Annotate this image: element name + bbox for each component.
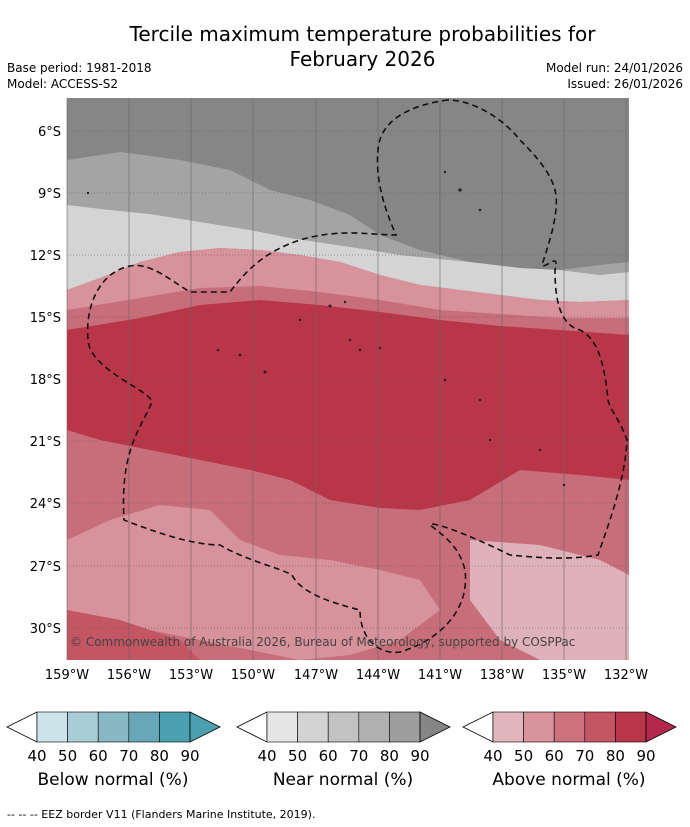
colorbar-tick-label: 40 [257,747,276,765]
colorbar-segment [584,711,616,743]
colorbar-tick-label: 90 [180,747,199,765]
meta-right: Model run: 24/01/2026 Issued: 26/01/2026 [546,60,683,92]
model-name: Model: ACCESS-S2 [7,77,119,91]
colorbar-segment [615,711,647,743]
above-normal-40-southeast [470,540,629,660]
colorbar-segment [327,711,360,743]
title-line-1: Tercile maximum temperature probabilitie… [129,22,596,46]
eez-border [86,99,628,654]
colorbar-tick-label: 50 [514,747,533,765]
copyright-notice: © Commonwealth of Australia 2026, Bureau… [70,635,575,649]
colorbar-near: 40 50 60 70 80 90 [236,711,451,765]
graticule [67,130,629,629]
legend-title-near: Near normal (%) [272,770,414,790]
issued-date: Issued: 26/01/2026 [567,77,683,91]
eez-footnote: -- -- -- EEZ border V11 (Flanders Marine… [7,808,316,821]
colorbar-segment [97,711,130,743]
base-period: Base period: 1981-2018 [7,61,152,75]
map-panel: © Commonwealth of Australia 2026, Bureau… [66,98,629,660]
lat-label: 24°S [30,497,61,512]
legends: 40 50 60 70 80 90 40 50 60 70 80 90 40 50 60 70 80 90 [6,711,677,765]
lat-label: 15°S [30,311,61,326]
colorbar-segment [389,711,421,743]
colorbar-tick-label: 50 [58,747,77,765]
lon-label: 135°W [542,668,586,683]
colorbar-min-arrow [6,711,38,743]
lon-label: 144°W [356,668,400,683]
legend-title-above: Above normal (%) [492,770,646,790]
longitude-labels: 159°W 156°W 153°W 150°W 147°W 144°W 141°… [45,668,648,683]
lon-label: 147°W [294,668,338,683]
colorbar-segment [358,711,390,743]
colorbar-max-arrow [189,711,221,743]
colorbar-tick-label: 60 [89,747,108,765]
above-normal-50-south [67,505,440,660]
lat-label: 30°S [30,622,61,637]
meta-left: Base period: 1981-2018 Model: ACCESS-S2 [7,60,152,92]
colorbar-tick-label: 40 [27,747,46,765]
colorbar-tick-label: 40 [483,747,502,765]
colorbar-below: 40 50 60 70 80 90 [6,711,221,765]
colorbar-tick-label: 90 [636,747,655,765]
colorbar-tick-label: 80 [606,747,625,765]
title-line-2: February 2026 [289,47,436,71]
lat-label: 18°S [30,373,61,388]
colorbar-tick-label: 80 [150,747,169,765]
near-normal-mid-region [67,152,629,275]
lon-label: 150°W [231,668,275,683]
lon-label: 138°W [480,668,524,683]
colorbar-segment [266,711,298,743]
lat-label: 6°S [38,125,61,140]
lon-label: 153°W [169,668,213,683]
model-run: Model run: 24/01/2026 [545,61,683,75]
near-normal-light-region [67,205,629,302]
islands [86,170,566,487]
colorbar-segment [36,711,68,743]
lat-label: 27°S [30,560,61,575]
colorbar-segment [67,711,99,743]
lon-label: 156°W [107,668,151,683]
colorbar-max-arrow [419,711,451,743]
colorbar-segment [492,711,524,743]
map-figure: © Commonwealth of Australia 2026, Bureau… [6,98,677,765]
colorbar-segment [553,711,586,743]
meridians [66,98,627,660]
above-normal-70-southwest [67,610,200,660]
lon-label: 159°W [45,668,89,683]
colorbar-segment [297,711,329,743]
lat-label: 21°S [30,435,61,450]
colorbar-tick-label: 50 [288,747,307,765]
colorbar-max-arrow [645,711,677,743]
colorbar-tick-label: 80 [380,747,399,765]
colorbar-tick-label: 70 [575,747,594,765]
colorbar-min-arrow [462,711,494,743]
above-normal-50-band [67,248,629,318]
colorbar-segment [159,711,191,743]
colorbar-tick-label: 70 [119,747,138,765]
lat-label: 12°S [30,249,61,264]
lon-label: 141°W [418,668,462,683]
colorbar-segment [523,711,555,743]
colorbar-tick-label: 70 [349,747,368,765]
colorbar-tick-label: 60 [319,747,338,765]
lat-label: 9°S [38,187,61,202]
colorbar-tick-label: 60 [545,747,564,765]
colorbar-min-arrow [236,711,268,743]
map-title: Tercile maximum temperature probabilitie… [0,22,690,72]
colorbar-above: 40 50 60 70 80 90 [462,711,677,765]
latitude-labels: 6°S 9°S 12°S 15°S 18°S 21°S 24°S 27°S 30… [30,125,61,637]
above-normal-80-region [67,300,629,510]
colorbar-segment [128,711,160,743]
lon-label: 132°W [604,668,648,683]
colorbar-tick-label: 90 [410,747,429,765]
legend-title-below: Below normal (%) [37,770,189,790]
near-normal-dark-region [67,98,629,275]
